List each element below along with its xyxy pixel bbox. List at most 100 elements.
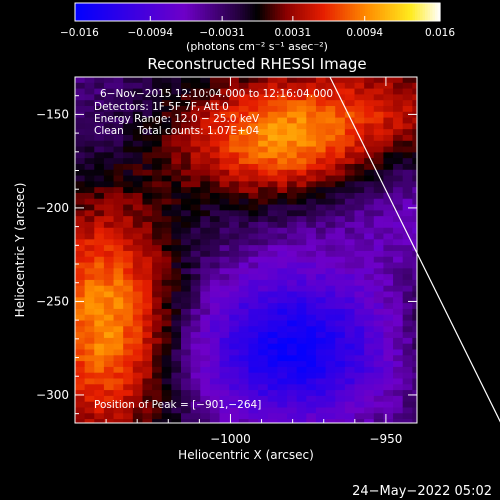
- heatmap-cell: [354, 384, 365, 391]
- heatmap-cell: [219, 337, 230, 345]
- heatmap-cell: [267, 384, 278, 391]
- colorbar-segment: [130, 3, 134, 21]
- heatmap-cell: [229, 163, 240, 171]
- heatmap-cell: [344, 82, 356, 90]
- heatmap-cell: [306, 158, 317, 165]
- heatmap-cell: [383, 239, 394, 246]
- heatmap-cell: [402, 384, 413, 391]
- heatmap-cell: [325, 262, 336, 269]
- heatmap-cell: [161, 134, 172, 142]
- heatmap-cell: [364, 175, 375, 182]
- heatmap-cell: [354, 239, 365, 246]
- heatmap-cell: [306, 419, 317, 424]
- heatmap-cell: [171, 216, 182, 223]
- heatmap-cell: [75, 82, 86, 90]
- heatmap-cell: [103, 268, 115, 275]
- heatmap-cell: [344, 146, 356, 153]
- heatmap-cell: [258, 337, 269, 345]
- heatmap-cell: [267, 268, 278, 275]
- colorbar-segment: [155, 3, 159, 21]
- heatmap-cell: [238, 227, 249, 235]
- heatmap-cell: [267, 419, 278, 424]
- heatmap-cell: [402, 349, 413, 356]
- colorbar-segment: [120, 3, 124, 21]
- heatmap-cell: [267, 320, 278, 327]
- heatmap-cell: [306, 140, 317, 148]
- heatmap-cell: [287, 361, 298, 368]
- colorbar-segment: [210, 3, 214, 21]
- annotation-energy-range: Energy Range: 12.0 − 25.0 keV: [94, 113, 260, 125]
- heatmap-cell: [132, 413, 143, 420]
- heatmap-cell: [287, 82, 298, 90]
- heatmap-cell: [393, 395, 404, 403]
- heatmap-cell: [354, 390, 365, 397]
- heatmap-cell: [200, 250, 211, 258]
- heatmap-cell: [113, 77, 124, 84]
- heatmap-cell: [181, 216, 192, 223]
- heatmap-cell: [325, 198, 336, 206]
- heatmap-cell: [335, 349, 346, 356]
- heatmap-cell: [209, 320, 221, 327]
- heatmap-cell: [277, 204, 288, 211]
- heatmap-cell: [383, 413, 394, 420]
- heatmap-cell: [344, 152, 356, 159]
- heatmap-cell: [402, 146, 413, 153]
- heatmap-cell: [248, 88, 259, 95]
- heatmap-cell: [190, 279, 201, 287]
- heatmap-cell: [306, 227, 317, 235]
- colorbar-segment: [260, 3, 264, 21]
- heatmap-cell: [267, 88, 278, 95]
- heatmap-cell: [171, 245, 182, 252]
- heatmap-cell: [84, 419, 95, 424]
- heatmap-cell: [152, 395, 163, 403]
- colorbar-segment: [107, 3, 111, 21]
- heatmap-cell: [94, 378, 105, 385]
- heatmap-cell: [238, 204, 249, 211]
- heatmap-cell: [132, 384, 143, 391]
- heatmap-cell: [344, 355, 356, 362]
- heatmap-cell: [306, 198, 317, 206]
- heatmap-cell: [219, 407, 230, 414]
- heatmap-cell: [94, 401, 105, 408]
- heatmap-cell: [75, 181, 86, 188]
- heatmap-cell: [325, 372, 336, 379]
- heatmap-cell: [267, 198, 278, 206]
- heatmap-cell: [238, 123, 249, 130]
- heatmap-cell: [161, 291, 172, 298]
- heatmap-cell: [364, 268, 375, 275]
- heatmap-cell: [132, 158, 143, 165]
- heatmap-cell: [181, 384, 192, 391]
- heatmap-cell: [94, 94, 105, 101]
- heatmap-cell: [103, 384, 115, 391]
- heatmap-cell: [325, 221, 336, 229]
- heatmap-cell: [287, 355, 298, 362]
- heatmap-cell: [248, 390, 259, 397]
- heatmap-cell: [277, 129, 288, 136]
- heatmap-cell: [94, 216, 105, 223]
- heatmap-cell: [344, 94, 356, 101]
- heatmap-cell: [84, 355, 95, 362]
- heatmap-cell: [181, 343, 192, 350]
- heatmap-cell: [267, 134, 278, 142]
- colorbar-segment: [247, 3, 251, 21]
- colorbar-segment: [437, 3, 441, 21]
- heatmap-cell: [84, 227, 95, 235]
- heatmap-cell: [315, 227, 327, 235]
- heatmap-cell: [383, 204, 394, 211]
- heatmap-cell: [412, 227, 418, 235]
- heatmap-cell: [412, 175, 418, 182]
- heatmap-cell: [315, 297, 327, 304]
- heatmap-cell: [161, 117, 172, 124]
- heatmap-cell: [84, 378, 95, 385]
- heatmap-cell: [190, 372, 201, 379]
- colorbar-segment: [140, 3, 144, 21]
- heatmap-cell: [383, 297, 394, 304]
- heatmap-cell: [373, 198, 384, 206]
- heatmap-cell: [103, 395, 115, 403]
- heatmap-cell: [258, 285, 269, 293]
- heatmap-cell: [219, 204, 230, 211]
- heatmap-cell: [123, 413, 134, 420]
- heatmap-cell: [258, 158, 269, 165]
- heatmap-cell: [287, 401, 298, 408]
- heatmap-cell: [402, 372, 413, 379]
